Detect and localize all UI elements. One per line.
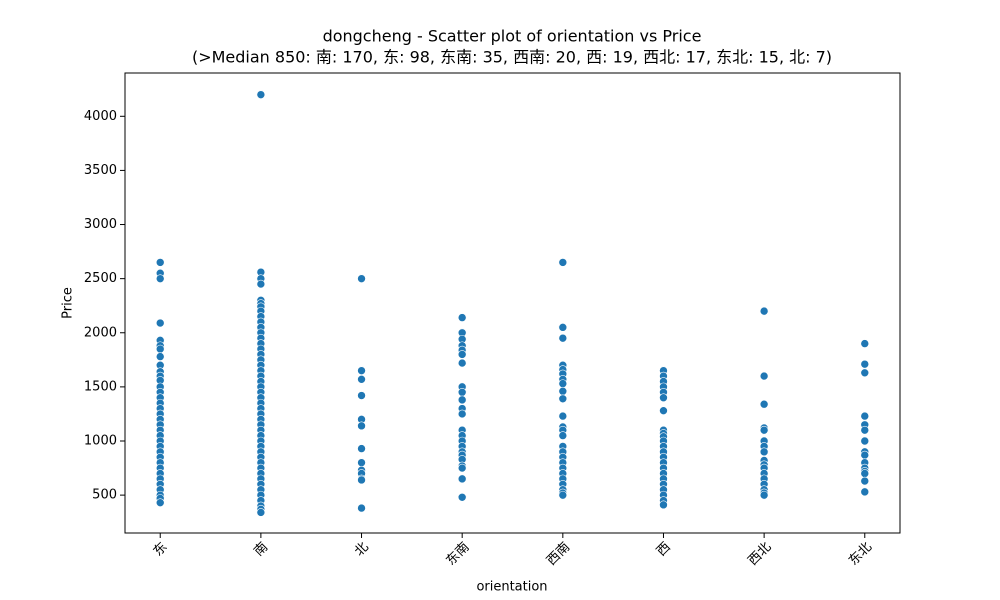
point (558, 258, 568, 267)
point (357, 375, 366, 384)
point (759, 490, 769, 500)
point (759, 447, 769, 457)
chart-title: dongcheng - Scatter plot of orientation … (323, 27, 702, 46)
point (155, 318, 165, 328)
point (558, 323, 568, 332)
point (558, 333, 568, 343)
point (558, 411, 568, 421)
point (860, 469, 870, 478)
point (155, 498, 165, 507)
point (558, 386, 568, 396)
point (457, 313, 467, 322)
point (457, 395, 467, 405)
y-tick-label: 4000 (84, 109, 117, 124)
y-tick-label: 2000 (84, 325, 117, 340)
point (457, 350, 467, 359)
point (659, 500, 668, 510)
y-tick-label: 3000 (84, 217, 117, 232)
point (357, 475, 366, 485)
point (759, 399, 769, 409)
point (860, 411, 870, 421)
point (155, 274, 165, 283)
point (558, 394, 568, 404)
point (659, 406, 668, 415)
point (357, 458, 366, 467)
point (860, 436, 870, 446)
point (457, 463, 467, 473)
point (558, 431, 568, 440)
y-tick-label: 1000 (84, 434, 117, 449)
point (860, 368, 870, 378)
point (759, 371, 769, 381)
point (457, 387, 467, 397)
point (357, 366, 366, 375)
point (256, 279, 266, 289)
point (256, 90, 266, 99)
y-tick-label: 1500 (84, 379, 117, 394)
point (155, 344, 165, 354)
point (457, 474, 467, 484)
point (457, 409, 467, 419)
y-tick-label: 500 (92, 488, 117, 503)
plot-frame (124, 72, 901, 534)
point (357, 503, 366, 513)
point (860, 339, 870, 348)
point (357, 391, 366, 400)
point (357, 274, 366, 283)
x-axis-label: orientation (476, 580, 547, 595)
y-axis-label: Price (61, 287, 76, 319)
point (759, 306, 769, 316)
chart-subtitle: (>Median 850: 南: 170, 东: 98, 东南: 35, 西南:… (192, 48, 832, 67)
point (457, 358, 467, 368)
point (457, 492, 467, 502)
point (860, 425, 870, 435)
point (558, 379, 568, 388)
point (155, 258, 165, 267)
point (659, 393, 668, 403)
point (860, 359, 870, 369)
point (155, 352, 165, 361)
point (357, 444, 366, 453)
point (759, 425, 769, 435)
y-tick-label: 2500 (84, 271, 117, 286)
point (256, 508, 266, 517)
point (558, 490, 568, 500)
point (860, 476, 870, 486)
point (357, 421, 366, 431)
y-tick-label: 3500 (84, 163, 117, 178)
point (860, 487, 870, 497)
point (860, 450, 870, 460)
